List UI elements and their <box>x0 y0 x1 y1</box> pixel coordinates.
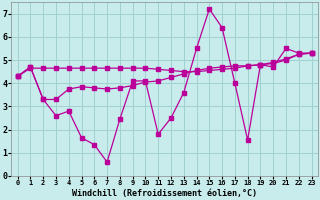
X-axis label: Windchill (Refroidissement éolien,°C): Windchill (Refroidissement éolien,°C) <box>72 189 257 198</box>
